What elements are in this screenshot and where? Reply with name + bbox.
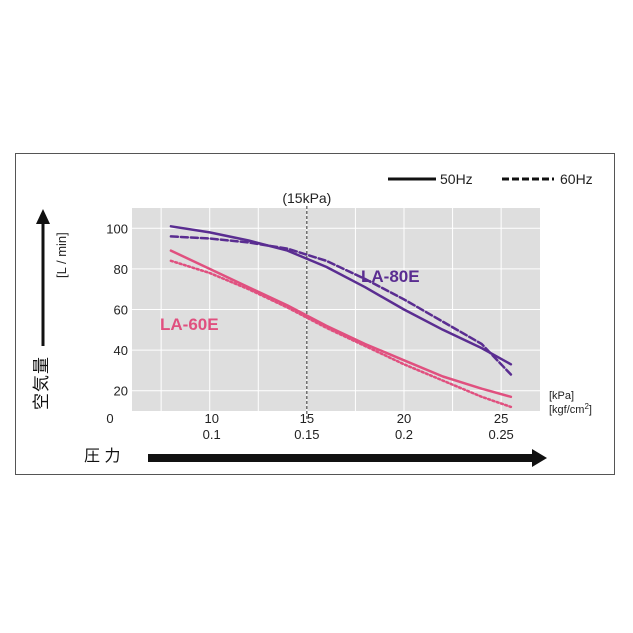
- x-tick-label-kgf: 0.2: [395, 427, 413, 442]
- y-tick-labels: 20 40 60 80 100: [106, 221, 128, 398]
- x-unit-kgf-end: ]: [589, 404, 592, 416]
- x-unit-kpa: [kPa]: [549, 390, 574, 402]
- series-line-la-80e-60hz: [169, 235, 513, 376]
- x-tick-label-kpa: 10: [204, 411, 218, 426]
- y-tick-label: 40: [114, 343, 128, 358]
- y-tick-label: 80: [114, 262, 128, 277]
- y-axis-unit: [L / min]: [54, 232, 69, 278]
- x-axis-arrow: [148, 449, 547, 467]
- y-tick-label: 100: [106, 221, 128, 236]
- x-unit-kgf-sup: 2: [584, 402, 589, 411]
- x-unit-kgf-main: [kgf/cm: [549, 404, 584, 416]
- x-tick-label-kpa: 20: [397, 411, 411, 426]
- x-tick-label-kpa: 0: [106, 411, 113, 426]
- series-line-la-80e-50hz: [169, 225, 513, 366]
- series-line-la-60e-50hz: [169, 249, 513, 399]
- x-tick-label-kgf: 0.25: [488, 427, 513, 442]
- series-label-la60e: LA-60E: [160, 315, 219, 334]
- series-label-la80e: LA-80E: [361, 267, 420, 286]
- x-axis-title: 圧 力: [84, 447, 120, 465]
- y-tick-label: 60: [114, 303, 128, 318]
- legend-50hz-label: 50Hz: [440, 171, 473, 187]
- x-tick-label-kgf: 0.1: [203, 427, 221, 442]
- x-tick-label-kpa: 25: [494, 411, 508, 426]
- legend-60hz-label: 60Hz: [560, 171, 593, 187]
- curves: [169, 225, 513, 409]
- y-axis-title: 空気量: [32, 356, 51, 410]
- x-tick-label-kgf: 0.15: [294, 427, 319, 442]
- x-unit-kgf: [kgf/cm2]: [549, 402, 592, 416]
- x-tick-label-kpa: 15: [300, 411, 314, 426]
- x-tick-labels: 0 10 15 20 25 0.1 0.15 0.2 0.25: [106, 411, 513, 442]
- y-axis-arrowhead: [36, 209, 50, 224]
- pressure-marker-label: (15kPa): [282, 190, 331, 206]
- y-tick-label: 20: [114, 384, 128, 399]
- series-line-la-60e-60hz: [169, 259, 513, 409]
